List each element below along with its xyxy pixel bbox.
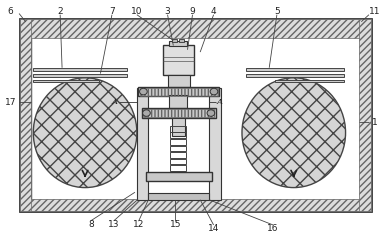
Bar [179, 39, 184, 42]
Bar [209, 88, 221, 200]
Text: 6: 6 [7, 7, 13, 16]
Bar [20, 19, 371, 38]
Text: 15: 15 [169, 220, 181, 229]
Bar [275, 80, 344, 82]
Text: 11: 11 [369, 7, 380, 16]
Text: 8: 8 [88, 220, 94, 229]
Bar [20, 199, 371, 211]
Text: 12: 12 [133, 220, 144, 229]
Ellipse shape [207, 110, 215, 116]
Bar [170, 126, 186, 132]
Bar [170, 139, 186, 145]
Bar [33, 80, 99, 82]
Bar [137, 88, 148, 200]
Bar [148, 193, 209, 200]
Bar [138, 87, 219, 97]
Text: A: A [216, 98, 223, 106]
Bar [170, 165, 186, 171]
Bar [139, 88, 218, 96]
Bar [146, 172, 212, 181]
Bar [170, 145, 186, 151]
Bar [33, 68, 127, 71]
Text: 7: 7 [109, 7, 115, 16]
Bar [170, 159, 186, 164]
Text: 9: 9 [190, 7, 195, 16]
Bar [246, 74, 344, 77]
Text: 1: 1 [372, 118, 378, 127]
Bar [167, 75, 190, 87]
Text: 3: 3 [165, 7, 171, 16]
Bar [246, 68, 344, 71]
Ellipse shape [33, 78, 137, 188]
Text: 13: 13 [108, 220, 120, 229]
Ellipse shape [142, 110, 150, 116]
Text: A: A [112, 98, 118, 106]
Bar [162, 45, 194, 75]
Bar [20, 19, 371, 211]
Bar [172, 118, 185, 136]
Text: 5: 5 [274, 7, 280, 16]
Bar [359, 19, 371, 211]
Text: 14: 14 [208, 224, 219, 233]
Bar [169, 41, 187, 46]
Ellipse shape [210, 88, 218, 95]
Bar [143, 109, 214, 117]
Bar [31, 30, 360, 200]
Text: 17: 17 [5, 98, 16, 107]
Bar [169, 95, 187, 108]
Text: 2: 2 [57, 7, 63, 16]
Bar [142, 108, 216, 118]
Text: 10: 10 [131, 7, 142, 16]
Text: 16: 16 [267, 224, 279, 233]
Text: 4: 4 [211, 7, 216, 16]
Ellipse shape [139, 88, 147, 95]
Bar [20, 19, 32, 211]
Bar [170, 152, 186, 158]
Ellipse shape [242, 78, 346, 188]
Bar [33, 74, 127, 77]
Bar [172, 39, 177, 42]
Bar [170, 133, 186, 138]
